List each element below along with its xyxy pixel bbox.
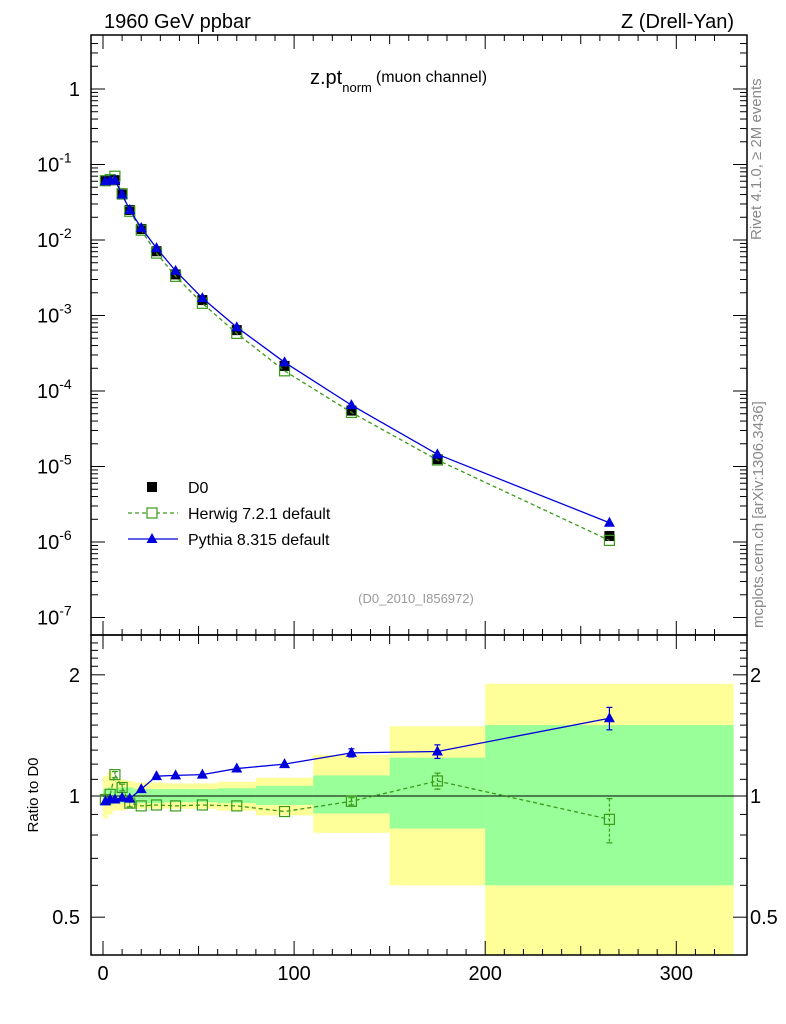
ratio-point-pythia	[170, 769, 182, 780]
main-point-d0	[346, 405, 357, 416]
ratio-axis-ticks: 0.5 0.5 1 1 2 2 0 100 200 300	[52, 635, 778, 985]
ratio-point-herwig	[135, 800, 147, 812]
main-point-pythia	[196, 292, 208, 303]
ratio-line-herwig-7-2-1-default	[104, 772, 610, 820]
ratio-point-herwig	[345, 795, 358, 807]
legend: D0 Herwig 7.2.1 default Pythia 8.315 def…	[128, 480, 331, 549]
main-point-herwig	[603, 534, 616, 547]
ratio-xtick-label: 300	[660, 963, 693, 985]
ratio-point-herwig	[231, 800, 243, 812]
main-ytick-label: 10-7	[37, 603, 72, 630]
main-line-pythia-8-315-default	[105, 179, 610, 524]
analysis-id: (D0_2010_I856972)	[358, 591, 474, 606]
legend-label-pythia: Pythia 8.315 default	[188, 532, 330, 549]
ratio-ytick-label-right: 2	[750, 665, 761, 687]
ratio-point-pythia	[345, 746, 357, 757]
mcplots-label: mcplots.cern.ch [arXiv:1306.3436]	[750, 401, 767, 628]
main-ytick-label: 1	[69, 79, 80, 101]
ratio-ytick-label-left: 2	[69, 665, 80, 687]
main-point-pythia	[170, 264, 182, 275]
main-line-herwig-7-2-1-default	[105, 175, 610, 541]
ratio-ytick-label-right: 0.5	[750, 907, 778, 929]
legend-marker-herwig	[146, 507, 158, 519]
main-point-d0	[604, 531, 615, 542]
main-point-pythia	[231, 321, 243, 332]
header-left: 1960 GeV ppbar	[104, 11, 251, 33]
main-ytick-label: 10-4	[37, 376, 72, 403]
ratio-ytick-label-right: 1	[750, 786, 761, 808]
legend-label-d0: D0	[188, 480, 209, 497]
ratio-uncertainty-bands	[103, 683, 734, 955]
ratio-point-herwig	[278, 805, 291, 818]
ratio-point-pythia	[151, 770, 163, 781]
ratio-point-pythia	[431, 745, 443, 756]
main-ytick-label: 10-5	[37, 452, 72, 479]
main-point-pythia	[116, 188, 128, 199]
ratio-series	[99, 706, 616, 844]
green-band-12	[389, 757, 486, 829]
main-point-pythia	[603, 516, 615, 527]
main-point-pythia	[109, 174, 121, 185]
plot-title-suffix: (muon channel)	[376, 69, 487, 86]
ratio-point-herwig	[109, 769, 121, 781]
main-ytick-label: 10-6	[37, 527, 72, 554]
legend-label-herwig: Herwig 7.2.1 default	[188, 506, 331, 523]
ratio-point-herwig	[431, 775, 444, 787]
ratio-point-pythia	[135, 783, 147, 794]
main-ytick-label: 10-3	[37, 301, 72, 328]
main-point-pythia	[345, 399, 357, 410]
main-point-pythia	[151, 242, 163, 253]
ratio-ytick-label-left: 1	[69, 786, 80, 808]
main-ytick-label: 10-2	[37, 225, 72, 252]
main-ytick-label: 10-1	[37, 150, 72, 177]
ratio-point-pythia	[116, 791, 128, 802]
ratio-point-pythia	[124, 792, 136, 803]
plot-title: z.ptnorm (muon channel)	[310, 67, 487, 95]
green-band-11	[313, 775, 390, 814]
ratio-xtick-label: 200	[469, 963, 502, 985]
main-point-pythia	[279, 356, 291, 367]
main-point-pythia	[135, 221, 147, 232]
ratio-xtick-label: 0	[97, 963, 108, 985]
main-series	[99, 170, 616, 547]
header-right: Z (Drell-Yan)	[621, 11, 734, 33]
main-point-pythia	[124, 203, 136, 214]
green-band-10	[255, 785, 314, 805]
ratio-point-herwig	[196, 799, 208, 811]
main-point-d0	[432, 454, 443, 465]
ratio-point-herwig	[603, 813, 616, 825]
rivet-label: Rivet 4.1.0, ≥ 2M events	[748, 78, 765, 240]
ratio-xtick-label: 100	[277, 963, 310, 985]
ratio-ylabel: Ratio to D0	[25, 757, 42, 832]
ratio-point-pythia	[231, 762, 243, 773]
legend-marker-d0	[147, 482, 157, 492]
plot-title-main: z.pt	[310, 67, 343, 89]
plot-title-sub: norm	[342, 80, 372, 95]
legend-marker-pythia	[146, 533, 158, 543]
ratio-point-pythia	[279, 758, 291, 769]
ratio-frame	[90, 634, 748, 956]
ratio-point-herwig	[170, 800, 182, 812]
ratio-point-herwig	[150, 799, 163, 811]
ratio-point-pythia	[603, 712, 615, 723]
ratio-ytick-label-left: 0.5	[52, 907, 80, 929]
ratio-point-pythia	[196, 768, 208, 779]
main-axis-ticks: 1 10-1 10-2 10-3 10-4 10-5 10-6 10-7	[37, 35, 747, 635]
main-point-pythia	[431, 448, 443, 459]
